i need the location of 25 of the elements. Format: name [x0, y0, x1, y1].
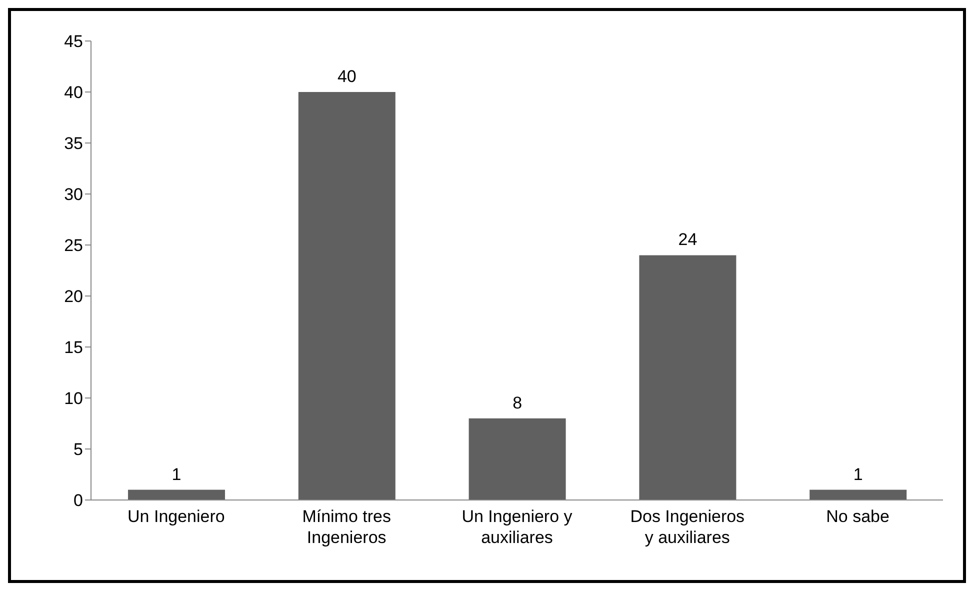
y-tick-label: 40 — [64, 83, 83, 102]
data-label: 24 — [678, 230, 698, 250]
bar — [298, 92, 396, 500]
data-label: 1 — [172, 464, 182, 484]
y-tick-label: 15 — [64, 338, 83, 358]
bar — [128, 490, 225, 500]
x-tick-label: Dos Ingenieros y auxiliares — [630, 507, 745, 547]
y-tick-label: 35 — [64, 134, 83, 154]
x-tick-label: Un Ingeniero — [128, 507, 225, 526]
x-tick-label: No sabe — [826, 507, 890, 526]
data-label: 1 — [853, 464, 863, 484]
y-tick-label: 0 — [74, 491, 83, 510]
x-tick-label: Un Ingeniero y auxiliares — [462, 507, 573, 547]
x-tick-label: Mínimo tres Ingenieros — [302, 507, 391, 547]
bar — [810, 490, 907, 500]
bar — [468, 418, 566, 500]
y-tick-label: 45 — [64, 32, 83, 52]
y-tick-label: 5 — [74, 440, 83, 460]
bar — [639, 255, 736, 500]
y-tick-label: 25 — [64, 236, 83, 256]
data-label: 40 — [337, 67, 356, 86]
y-tick-label: 10 — [64, 389, 83, 408]
y-tick-label: 20 — [64, 287, 83, 306]
data-label: 8 — [512, 393, 522, 412]
y-tick-label: 30 — [64, 185, 83, 204]
